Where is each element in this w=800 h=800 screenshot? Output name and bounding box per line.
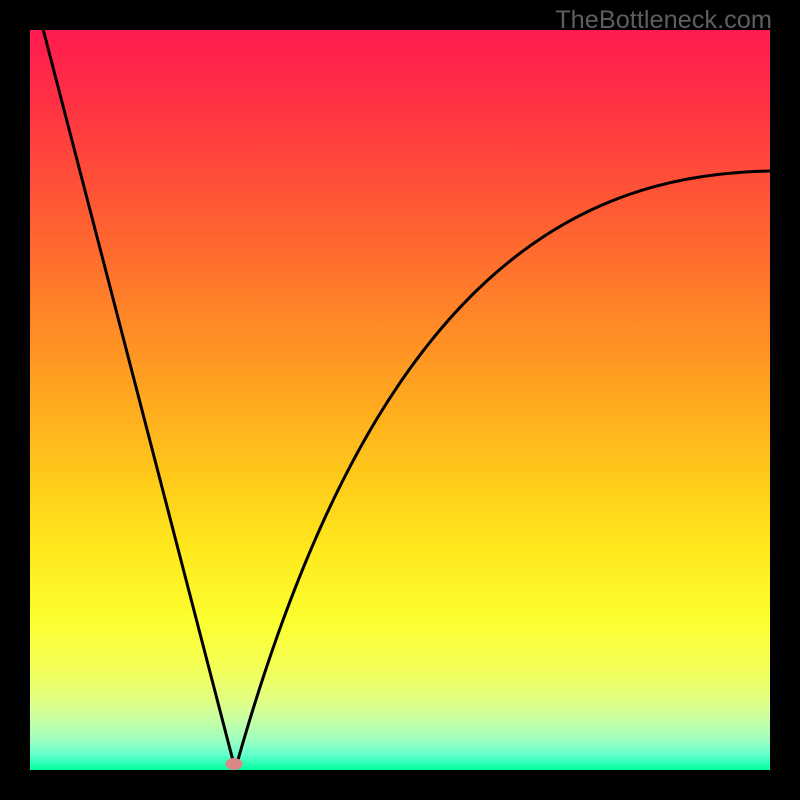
plot-area xyxy=(30,30,770,770)
bottleneck-curve-right xyxy=(237,171,770,763)
chart-container: TheBottleneck.com xyxy=(0,0,800,800)
minimum-marker xyxy=(225,758,242,770)
watermark-text: TheBottleneck.com xyxy=(555,6,772,35)
curve-layer xyxy=(30,30,770,770)
bottleneck-curve-left xyxy=(43,30,233,763)
